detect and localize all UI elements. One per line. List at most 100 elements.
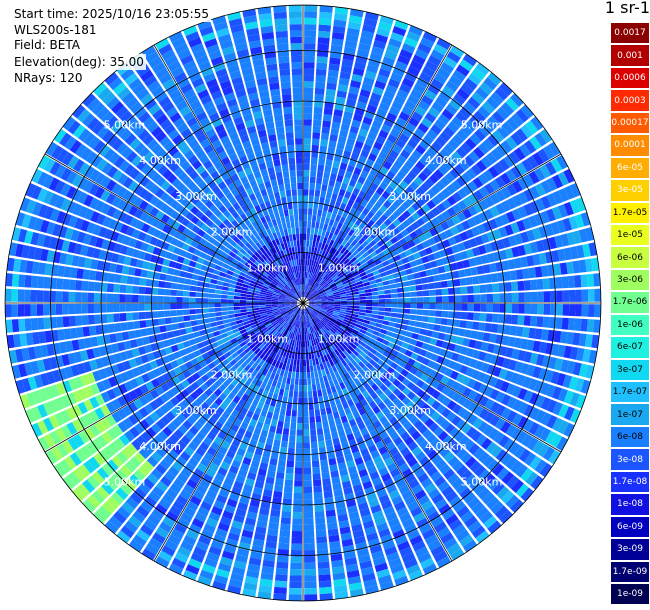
ray-bin <box>337 135 347 144</box>
ray-bin <box>489 262 497 273</box>
ray-bin <box>537 148 550 163</box>
ray-bin <box>522 327 530 338</box>
ray-bin <box>518 292 525 303</box>
ray-bin <box>265 340 272 347</box>
ray-bin <box>227 303 234 307</box>
ray-bin <box>312 273 316 281</box>
ray-bin <box>390 349 399 357</box>
ray-bin <box>447 455 460 468</box>
ray-bin <box>327 321 334 327</box>
ray-bin <box>436 191 447 202</box>
ray-bin <box>477 421 489 433</box>
ray-bin <box>562 290 570 302</box>
ray-bin <box>283 389 289 397</box>
ray-bin <box>339 202 347 211</box>
ray-bin <box>467 496 481 510</box>
ray-bin <box>410 246 419 254</box>
ray-bin <box>575 289 582 302</box>
ray-bin <box>459 231 469 242</box>
ray-bin <box>378 68 391 78</box>
ray-bin <box>237 398 246 407</box>
ray-bin <box>325 159 333 167</box>
ray-bin <box>236 447 246 457</box>
ray-bin <box>156 480 169 493</box>
ray-bin <box>474 256 483 266</box>
ray-bin <box>524 292 532 303</box>
ray-bin <box>430 437 442 449</box>
ray-bin <box>393 159 403 170</box>
ray-bin <box>326 353 332 361</box>
ray-bin <box>383 505 395 516</box>
ray-bin <box>366 272 374 278</box>
ray-bin <box>282 350 288 357</box>
ray-bin <box>292 313 297 319</box>
ray-bin <box>217 522 230 532</box>
ray-bin <box>306 285 310 292</box>
ray-bin <box>316 314 323 320</box>
ray-bin <box>294 352 298 360</box>
ray-bin <box>344 226 351 234</box>
ray-bin <box>279 334 284 342</box>
ray-bin <box>325 312 333 316</box>
ray-bin <box>526 339 535 351</box>
ray-bin <box>251 399 259 407</box>
ray-bin <box>322 334 327 342</box>
ray-bin <box>505 97 519 112</box>
ray-bin <box>438 231 448 241</box>
ray-bin <box>368 152 378 162</box>
ray-bin <box>290 556 302 563</box>
ray-bin <box>281 434 289 442</box>
ray-bin <box>426 386 436 396</box>
ray-bin <box>304 321 306 328</box>
ray-bin <box>356 265 364 272</box>
ray-bin <box>87 292 95 303</box>
ray-bin <box>366 328 374 334</box>
ray-bin <box>228 578 243 588</box>
ray-bin <box>332 482 342 491</box>
ray-bin <box>415 258 424 266</box>
ray-bin <box>437 67 451 80</box>
ray-bin <box>456 129 469 142</box>
ray-bin <box>457 200 468 211</box>
ray-bin <box>321 306 328 310</box>
ray-bin <box>357 317 364 323</box>
ray-bin <box>376 74 389 84</box>
ray-bin <box>344 364 352 372</box>
ray-bin <box>406 381 416 391</box>
ray-bin <box>259 507 270 516</box>
ray-bin <box>338 409 346 418</box>
ray-bin <box>326 310 333 315</box>
ray-bin <box>424 112 437 124</box>
ray-bin <box>534 380 544 393</box>
ray-bin <box>246 424 255 433</box>
ray-bin <box>246 569 260 579</box>
ray-bin <box>215 311 222 317</box>
ray-bin <box>129 492 143 505</box>
ray-bin <box>504 224 514 236</box>
ray-bin <box>291 326 296 333</box>
ray-bin <box>377 286 385 291</box>
ray-bin <box>358 190 366 199</box>
ray-bin <box>327 413 334 421</box>
ray-bin <box>382 248 391 256</box>
ray-bin <box>468 237 478 248</box>
ray-bin <box>478 322 486 331</box>
ray-bin <box>417 122 429 134</box>
ray-bin <box>265 541 277 549</box>
ray-bin <box>482 169 494 182</box>
ray-bin <box>314 282 319 289</box>
ray-bin <box>400 190 411 200</box>
ray-bin <box>355 542 368 551</box>
ray-bin <box>303 227 307 234</box>
ray-bin <box>318 567 331 576</box>
ray-bin <box>338 77 350 86</box>
ray-bin <box>325 324 331 330</box>
ray-bin <box>517 205 528 219</box>
ray-bin <box>355 401 363 410</box>
ray-bin <box>352 291 360 295</box>
ray-bin <box>586 273 595 287</box>
ray-bin <box>308 320 312 327</box>
ray-bin <box>359 271 367 278</box>
ray-bin <box>366 64 379 74</box>
ray-bin <box>177 517 190 529</box>
